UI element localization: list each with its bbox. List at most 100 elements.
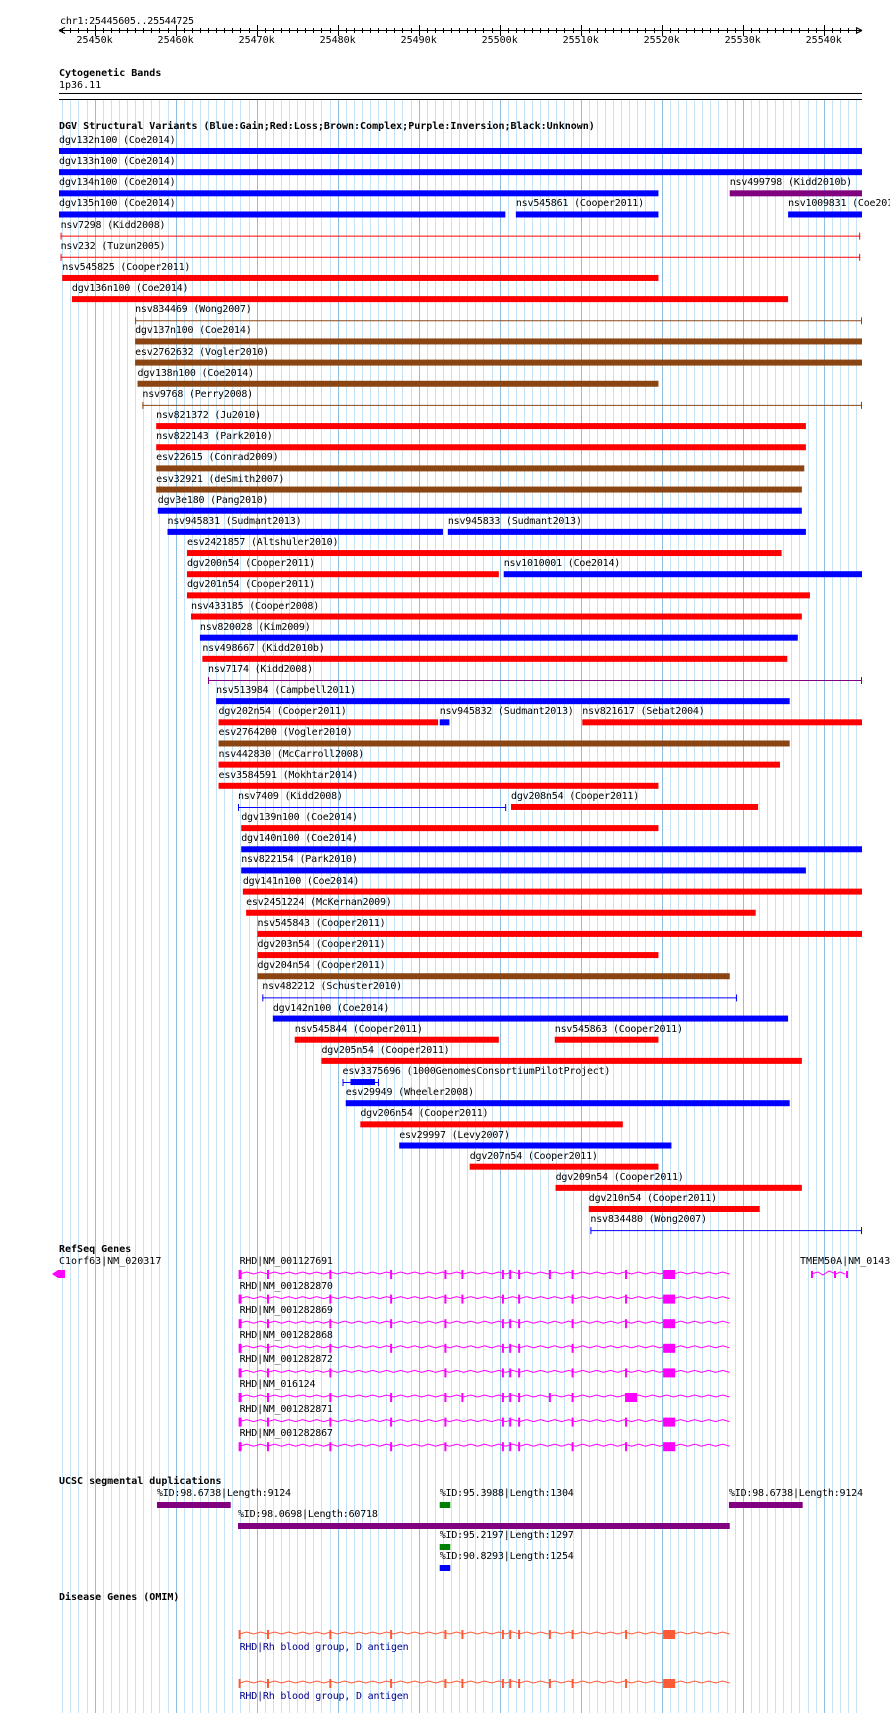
dgv-variant-label[interactable]: nsv482212 (Schuster2010) [262, 981, 402, 993]
omim-exon-block [518, 1630, 521, 1639]
dgv-variant-label[interactable]: dgv209n54 (Cooper2011) [555, 1171, 684, 1183]
dgv-variant-label[interactable]: dgv135n100 (Coe2014) [59, 198, 176, 210]
dgv-variant-label[interactable]: dgv205n54 (Cooper2011) [321, 1044, 450, 1056]
segdup-label[interactable]: %ID:95.2197|Length:1297 [439, 1530, 574, 1541]
dgv-variant-label[interactable]: dgv210n54 (Cooper2011) [588, 1193, 717, 1204]
dgv-variant-label[interactable]: nsv821617 (Sebat2004) [582, 706, 705, 718]
dgv-variant-label[interactable]: esv3375696 (1000GenomesConsortiumPilotPr… [342, 1066, 611, 1078]
dgv-variant-label[interactable]: nsv834480 (Wong2007) [590, 1214, 707, 1226]
intron-line [239, 1271, 730, 1275]
dgv-variant [360, 1121, 623, 1128]
dgv-variant-label[interactable]: nsv945833 (Sudmant2013) [447, 515, 582, 527]
refseq-transcript-label[interactable]: RHD|NM_001282868 [239, 1329, 333, 1341]
dgv-variant-label[interactable]: dgv207n54 (Cooper2011) [469, 1150, 598, 1162]
dgv-variant-label[interactable]: dgv141n100 (Coe2014) [242, 875, 360, 887]
refseq-transcript-label[interactable]: RHD|NM_001282872 [239, 1354, 333, 1366]
segdup-label[interactable]: %ID:90.8293|Length:1254 [439, 1551, 574, 1562]
segdup-label[interactable]: %ID:98.6738|Length:9124 [728, 1488, 863, 1499]
dgv-variant-label[interactable]: nsv498667 (Kidd2010b) [202, 642, 325, 654]
exon-block [266, 1270, 269, 1279]
omim-gene-label[interactable]: RHD|Rh blood group, D antigen [239, 1691, 409, 1702]
dgv-variant-label[interactable]: nsv545843 (Cooper2011) [257, 917, 386, 929]
segdup-label[interactable]: %ID:98.6738|Length:9124 [156, 1488, 291, 1499]
refseq-right-gene-label[interactable]: TMEM50A|NM_0143 [800, 1256, 890, 1267]
dgv-variant-label[interactable]: esv2762632 (Vogler2010) [135, 346, 269, 358]
refseq-left-gene-label[interactable]: C1orf63|NM_020317 [59, 1256, 162, 1267]
exon-block [663, 1442, 676, 1452]
dgv-variant-label[interactable]: esv2764200 (Vogler2010) [218, 727, 353, 739]
omim-gene [238, 1679, 730, 1688]
dgv-variant-label[interactable]: dgv204n54 (Cooper2011) [257, 960, 386, 972]
omim-exon-block [571, 1630, 574, 1639]
omim-gene-label[interactable]: RHD|Rh blood group, D antigen [239, 1642, 409, 1653]
dgv-variant-label[interactable]: nsv442830 (McCarroll2008) [218, 748, 365, 760]
dgv-variant-label[interactable]: dgv137n100 (Coe2014) [135, 325, 252, 337]
refseq-track-title: RefSeq Genes [59, 1244, 132, 1255]
refseq-transcript [238, 1368, 730, 1378]
dgv-variant-label[interactable]: nsv545861 (Cooper2011) [515, 198, 644, 210]
segdup-label[interactable]: %ID:98.0698|Length:60718 [237, 1509, 378, 1520]
dgv-variant-label[interactable]: nsv945832 (Sudmant2013) [439, 706, 574, 718]
dgv-variant-label[interactable]: esv2451224 (McKernan2009) [246, 896, 392, 908]
dgv-variant-label[interactable]: dgv142n100 (Coe2014) [272, 1002, 390, 1014]
dgv-variant-label[interactable]: nsv433185 (Cooper2008) [191, 600, 320, 612]
dgv-variant-label[interactable]: esv32921 (deSmith2007) [156, 473, 285, 485]
refseq-transcript-label[interactable]: RHD|NM_001282869 [239, 1305, 333, 1317]
dgv-variant [142, 401, 862, 409]
dgv-variant-label[interactable]: nsv232 (Tuzun2005) [60, 240, 166, 252]
dgv-variant-label[interactable]: dgv200n54 (Cooper2011) [186, 558, 316, 570]
segdup-label[interactable]: %ID:95.3988|Length:1304 [439, 1488, 574, 1499]
dgv-variant-label[interactable]: esv29949 (Wheeler2008) [345, 1087, 474, 1099]
dgv-variant-label[interactable]: dgv206n54 (Cooper2011) [360, 1108, 489, 1120]
dgv-variant-label[interactable]: nsv945831 (Sudmant2013) [167, 515, 302, 527]
dgv-variant-label[interactable]: esv29997 (Levy2007) [399, 1129, 510, 1141]
variant-bar [399, 1142, 672, 1149]
dgv-variant-label[interactable]: dgv3e180 (Pang2010) [157, 494, 269, 506]
dgv-variant-label[interactable]: dgv202n54 (Cooper2011) [218, 706, 347, 718]
omim-exon-block [571, 1679, 574, 1688]
dgv-variant-label[interactable]: nsv1009831 (Coe2014) [788, 198, 890, 210]
dgv-variant-label[interactable]: dgv140n100 (Coe2014) [241, 833, 358, 845]
dgv-variant-label[interactable]: nsv545844 (Cooper2011) [294, 1023, 423, 1035]
ruler-tick-label: 25500k [481, 35, 518, 46]
dgv-variant-label[interactable]: nsv513984 (Campbell2011) [216, 685, 356, 697]
dgv-variant-label[interactable]: dgv136n100 (Coe2014) [71, 283, 189, 295]
dgv-variant-label[interactable]: esv22615 (Conrad2009) [156, 452, 279, 464]
dgv-variant-label[interactable]: esv3584591 (Mokhtar2014) [218, 769, 359, 781]
dgv-variant-label[interactable]: nsv499798 (Kidd2010b) [729, 177, 852, 189]
dgv-variant-label[interactable]: dgv203n54 (Cooper2011) [257, 939, 386, 951]
dgv-variant-label[interactable]: nsv545825 (Cooper2011) [62, 261, 191, 273]
refseq-transcript-label[interactable]: RHD|NM_001127691 [239, 1256, 333, 1267]
refseq-transcript-label[interactable]: RHD|NM_001282867 [239, 1428, 333, 1440]
dgv-variant-label[interactable]: dgv133n100 (Coe2014) [59, 156, 176, 168]
dgv-variant-label[interactable]: dgv132n100 (Coe2014) [59, 135, 176, 146]
refseq-transcript-label[interactable]: RHD|NM_001282871 [239, 1403, 333, 1415]
dgv-variant-label[interactable]: esv2421857 (Altshuler2010) [186, 537, 339, 549]
dgv-variant-label[interactable]: nsv545863 (Cooper2011) [554, 1023, 683, 1035]
refseq-transcript-label[interactable]: RHD|NM_001282870 [239, 1280, 333, 1292]
dgv-variant-label[interactable]: dgv134n100 (Coe2014) [59, 177, 176, 189]
omim-exon-block [518, 1679, 521, 1688]
variant-bar [202, 655, 788, 662]
dgv-variant-label[interactable]: nsv7409 (Kidd2008) [237, 790, 343, 802]
cytoband-label: 1p36.11 [59, 80, 102, 91]
dgv-variant-label[interactable]: nsv7174 (Kidd2008) [208, 664, 313, 675]
exon-block [238, 1343, 242, 1353]
dgv-variant-label[interactable]: nsv822154 (Park2010) [241, 854, 358, 866]
dgv-variant-label[interactable]: nsv820028 (Kim2009) [199, 621, 311, 633]
dgv-variant-label[interactable]: dgv201n54 (Cooper2011) [186, 579, 316, 591]
dgv-variant-label[interactable]: nsv834469 (Wong2007) [135, 304, 252, 316]
dgv-variant [588, 1206, 760, 1212]
dgv-variant-label[interactable]: dgv139n100 (Coe2014) [241, 812, 358, 824]
dgv-variant-label[interactable]: nsv822143 (Park2010) [156, 431, 273, 443]
dgv-variant-label[interactable]: nsv821372 (Ju2010) [156, 410, 261, 422]
dgv-variant-label[interactable]: dgv138n100 (Coe2014) [137, 367, 255, 379]
refseq-transcript-label[interactable]: RHD|NM_016124 [239, 1379, 316, 1390]
dgv-variant [137, 380, 659, 387]
dgv-variant-label[interactable]: dgv208n54 (Cooper2011) [511, 790, 640, 802]
intron-line [239, 1320, 730, 1324]
dgv-variant-label[interactable]: nsv7298 (Kidd2008) [60, 219, 166, 231]
dgv-variant [186, 550, 782, 557]
dgv-variant-label[interactable]: nsv1010001 (Coe2014) [503, 558, 621, 570]
dgv-variant-label[interactable]: nsv9768 (Perry2008) [142, 388, 253, 400]
